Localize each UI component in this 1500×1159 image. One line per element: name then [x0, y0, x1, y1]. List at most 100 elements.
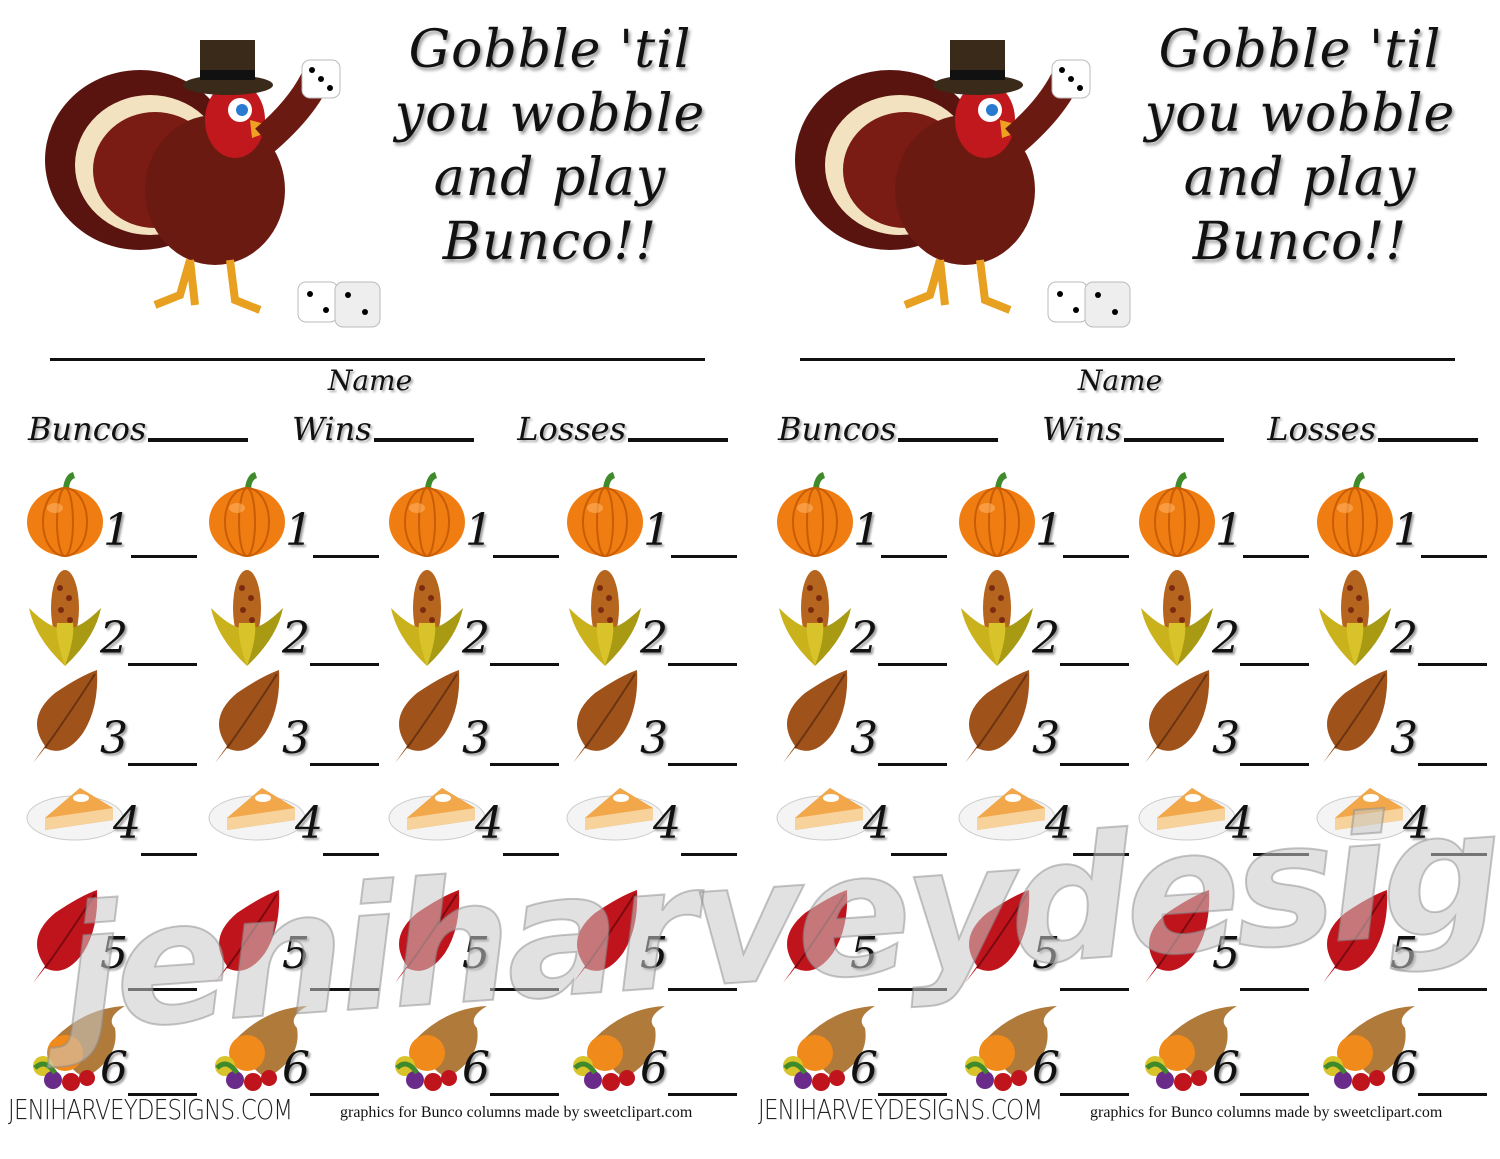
- stat-label: Losses: [517, 410, 626, 448]
- score-blank[interactable]: [668, 763, 737, 766]
- round-number: 2: [282, 613, 310, 664]
- stat-losses: Losses: [517, 410, 728, 448]
- score-blank[interactable]: [490, 988, 559, 991]
- score-blank[interactable]: [490, 663, 559, 666]
- score-blank[interactable]: [310, 763, 379, 766]
- score-blank[interactable]: [1063, 555, 1129, 558]
- card-title: Gobble 'til you wobble and play Bunco!!: [1135, 18, 1465, 274]
- round-number: 4: [863, 798, 891, 849]
- stat-blank[interactable]: [628, 438, 728, 442]
- score-blank[interactable]: [128, 663, 197, 666]
- score-blank[interactable]: [1073, 853, 1129, 856]
- score-blank[interactable]: [1418, 1093, 1487, 1096]
- score-blank[interactable]: [1060, 663, 1129, 666]
- round-number: 6: [1032, 1043, 1060, 1094]
- stat-label: Buncos: [28, 410, 147, 448]
- round-number: 6: [850, 1043, 878, 1094]
- score-blank[interactable]: [1240, 763, 1309, 766]
- score-blank[interactable]: [128, 1093, 197, 1096]
- score-blank[interactable]: [668, 1093, 737, 1096]
- score-blank[interactable]: [490, 763, 559, 766]
- stat-blank[interactable]: [373, 438, 474, 442]
- footer-credit: graphics for Bunco columns made by sweet…: [340, 1104, 693, 1121]
- score-blank[interactable]: [1240, 1093, 1309, 1096]
- round-cell: 4: [775, 768, 957, 868]
- score-blank[interactable]: [1240, 663, 1309, 666]
- score-blank[interactable]: [878, 763, 947, 766]
- round-number: 6: [1212, 1043, 1240, 1094]
- score-blank[interactable]: [1060, 988, 1129, 991]
- score-blank[interactable]: [1418, 988, 1487, 991]
- score-blank[interactable]: [310, 988, 379, 991]
- round-cell: 1: [387, 470, 569, 570]
- stat-blank[interactable]: [1378, 438, 1478, 442]
- stat-blank[interactable]: [898, 438, 999, 442]
- score-blank[interactable]: [1253, 853, 1309, 856]
- round-cell: 6: [775, 998, 957, 1098]
- round-cell: 4: [957, 768, 1139, 868]
- round-cell: 2: [775, 568, 957, 668]
- score-blank[interactable]: [1240, 988, 1309, 991]
- score-blank[interactable]: [503, 853, 559, 856]
- stat-wins: Wins: [292, 410, 474, 448]
- score-blank[interactable]: [878, 988, 947, 991]
- round-number: 6: [1390, 1043, 1418, 1094]
- score-blank[interactable]: [891, 853, 947, 856]
- round-number: 1: [465, 505, 493, 556]
- score-blank[interactable]: [310, 663, 379, 666]
- round-cell: 3: [25, 668, 207, 768]
- score-blank[interactable]: [1060, 1093, 1129, 1096]
- score-blank[interactable]: [1418, 763, 1487, 766]
- name-blank[interactable]: [50, 358, 705, 361]
- score-blank[interactable]: [878, 663, 947, 666]
- score-blank[interactable]: [1421, 555, 1487, 558]
- score-blank[interactable]: [313, 555, 379, 558]
- round-number: 4: [653, 798, 681, 849]
- score-blank[interactable]: [1060, 763, 1129, 766]
- round-number: 4: [1403, 798, 1431, 849]
- score-blank[interactable]: [323, 853, 379, 856]
- round-cell: 1: [207, 470, 389, 570]
- round-cell: 1: [1315, 470, 1497, 570]
- score-blank[interactable]: [128, 763, 197, 766]
- round-cell: 1: [775, 470, 957, 570]
- score-blank[interactable]: [671, 555, 737, 558]
- score-blank[interactable]: [881, 555, 947, 558]
- round-number: 4: [475, 798, 503, 849]
- round-number: 4: [295, 798, 323, 849]
- stats-row: Buncos Wins Losses: [28, 410, 728, 448]
- round-number: 3: [850, 713, 878, 764]
- round-cell: 5: [565, 888, 747, 991]
- score-blank[interactable]: [490, 1093, 559, 1096]
- round-number: 1: [1035, 505, 1063, 556]
- stat-label: Wins: [1042, 410, 1122, 448]
- score-blank[interactable]: [310, 1093, 379, 1096]
- stat-blank[interactable]: [1123, 438, 1224, 442]
- round-number: 2: [1032, 613, 1060, 664]
- score-blank[interactable]: [131, 555, 197, 558]
- round-cell: 4: [25, 768, 207, 868]
- score-blank[interactable]: [681, 853, 737, 856]
- round-number: 6: [640, 1043, 668, 1094]
- round-cell: 4: [1137, 768, 1319, 868]
- score-blank[interactable]: [668, 988, 737, 991]
- footer-brand: JENIHARVEYDESIGNS.COM: [8, 1093, 293, 1126]
- round-cell: 1: [957, 470, 1139, 570]
- score-blank[interactable]: [668, 663, 737, 666]
- round-number: 5: [640, 928, 668, 979]
- score-blank[interactable]: [1418, 663, 1487, 666]
- score-blank[interactable]: [128, 988, 197, 991]
- round-number: 5: [850, 928, 878, 979]
- round-cell: 3: [565, 668, 747, 768]
- round-cell: 4: [565, 768, 747, 868]
- score-blank[interactable]: [1431, 853, 1487, 856]
- name-blank[interactable]: [800, 358, 1455, 361]
- score-blank[interactable]: [493, 555, 559, 558]
- stat-blank[interactable]: [148, 438, 249, 442]
- round-number: 3: [1212, 713, 1240, 764]
- round-cell: 5: [25, 888, 207, 991]
- score-blank[interactable]: [141, 853, 197, 856]
- score-blank[interactable]: [1243, 555, 1309, 558]
- round-cell: 2: [207, 568, 389, 668]
- score-blank[interactable]: [878, 1093, 947, 1096]
